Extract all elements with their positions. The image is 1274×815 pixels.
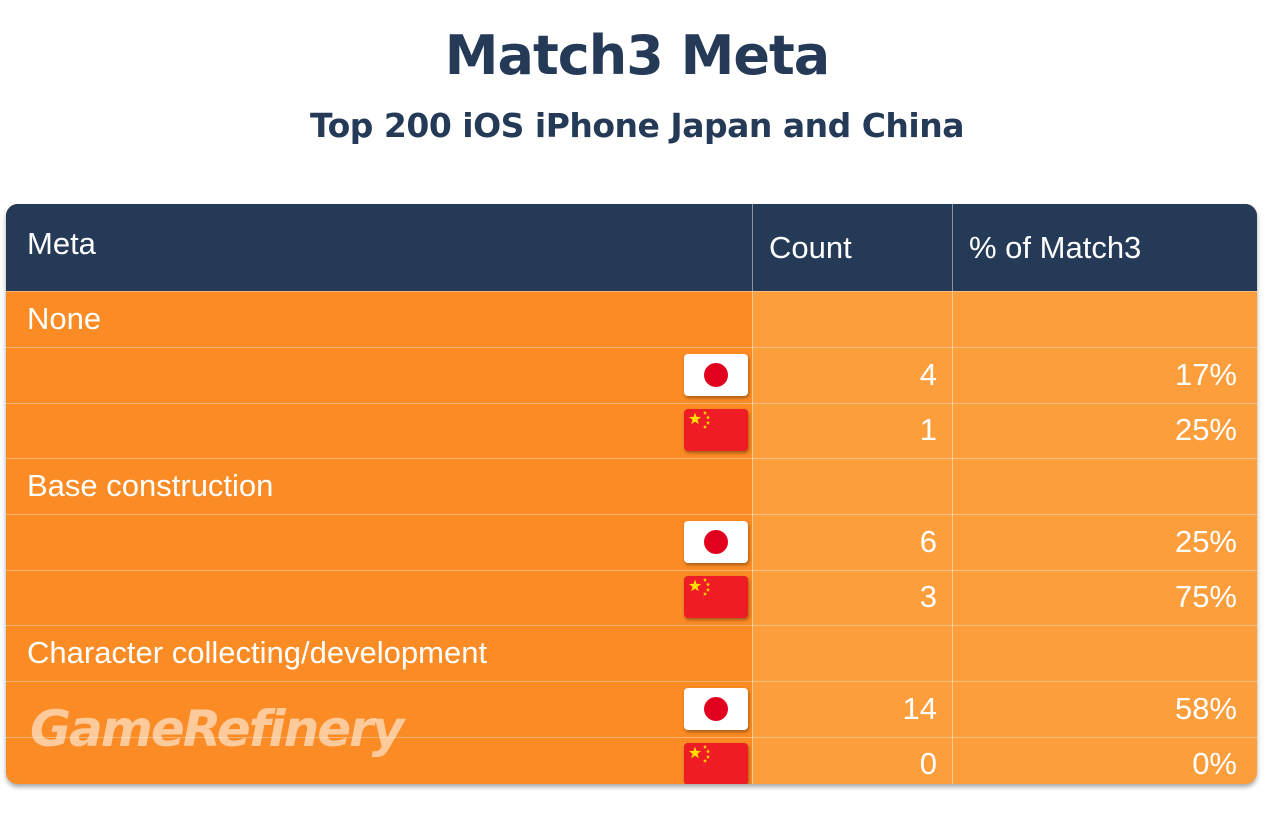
percent-cell-empty	[952, 458, 1257, 514]
china-flag-big-star	[688, 412, 702, 425]
japan-flag-icon	[684, 353, 748, 396]
count-value: 3	[752, 569, 952, 625]
china-flag-small-star	[702, 425, 708, 430]
count-cell-empty	[752, 458, 952, 514]
count-value: 4	[752, 347, 952, 403]
meta-label: None	[6, 291, 752, 347]
table-row: 1 25%	[6, 402, 1257, 458]
column-header-count: Count	[752, 204, 952, 291]
china-flag-small-star	[705, 755, 711, 760]
country-cell	[6, 347, 752, 403]
percent-value: 0%	[952, 736, 1257, 784]
percent-value: 17%	[952, 347, 1257, 403]
percent-cell-empty	[952, 291, 1257, 347]
meta-group-row: None	[6, 291, 1257, 347]
china-flag-small-star	[702, 592, 708, 597]
column-header-meta: Meta	[6, 204, 752, 291]
count-value: 6	[752, 514, 952, 570]
china-flag-small-star	[705, 415, 711, 420]
china-flag-small-star	[705, 582, 711, 587]
meta-label: Character collecting/development	[6, 625, 752, 681]
country-cell	[6, 514, 752, 570]
china-flag-small-star	[705, 749, 711, 754]
table-row: 14 58%	[6, 681, 1257, 737]
china-flag-small-star	[702, 411, 708, 416]
japan-flag-disc	[704, 696, 728, 721]
country-cell	[6, 681, 752, 737]
row-divider	[6, 347, 1257, 348]
china-flag-big-star	[688, 746, 702, 759]
percent-value: 58%	[952, 681, 1257, 737]
china-flag-big-star	[688, 579, 702, 592]
column-divider	[752, 204, 753, 784]
japan-flag-disc	[704, 529, 728, 554]
china-flag-small-star	[705, 421, 711, 426]
count-value: 0	[752, 736, 952, 784]
row-divider	[6, 569, 1257, 571]
meta-label: Base construction	[6, 458, 752, 514]
row-divider	[6, 625, 1257, 626]
row-divider	[6, 291, 1257, 292]
china-flag-icon	[684, 409, 748, 452]
row-divider	[6, 402, 1257, 404]
row-divider	[6, 736, 1257, 738]
table-row: 0 0%	[6, 736, 1257, 784]
china-flag-icon	[684, 743, 748, 784]
table-row: 6 25%	[6, 514, 1257, 570]
percent-value: 25%	[952, 402, 1257, 458]
table-header-row: Meta Count % of Match3	[6, 204, 1257, 291]
japan-flag-icon	[684, 687, 748, 730]
table-row: 4 17%	[6, 347, 1257, 403]
japan-flag-icon	[684, 520, 748, 563]
china-flag-small-star	[702, 745, 708, 750]
percent-value: 75%	[952, 569, 1257, 625]
country-cell	[6, 569, 752, 625]
china-flag-icon	[684, 576, 748, 619]
meta-group-row: Character collecting/development	[6, 625, 1257, 681]
china-flag-small-star	[702, 759, 708, 764]
chart-title: Match3 Meta	[444, 24, 830, 87]
count-value: 1	[752, 402, 952, 458]
country-cell	[6, 736, 752, 784]
chart-subtitle: Top 200 iOS iPhone Japan and China	[309, 106, 965, 145]
gamerefinery-logo-watermark: GameRefinery	[30, 700, 404, 758]
column-divider	[952, 204, 953, 784]
count-cell-empty	[752, 625, 952, 681]
japan-flag-disc	[704, 362, 728, 387]
percent-cell-empty	[952, 625, 1257, 681]
percent-value: 25%	[952, 514, 1257, 570]
country-cell	[6, 402, 752, 458]
meta-table: Meta Count % of Match3 None 4 17% 1 25% Base …	[6, 204, 1257, 784]
count-value: 14	[752, 681, 952, 737]
column-header-percent: % of Match3	[952, 204, 1257, 291]
row-divider	[6, 514, 1257, 515]
row-divider	[6, 681, 1257, 682]
meta-group-row: Base construction	[6, 458, 1257, 514]
china-flag-small-star	[705, 588, 711, 593]
count-cell-empty	[752, 291, 952, 347]
row-divider	[6, 458, 1257, 459]
table-row: 3 75%	[6, 569, 1257, 625]
china-flag-small-star	[702, 578, 708, 583]
